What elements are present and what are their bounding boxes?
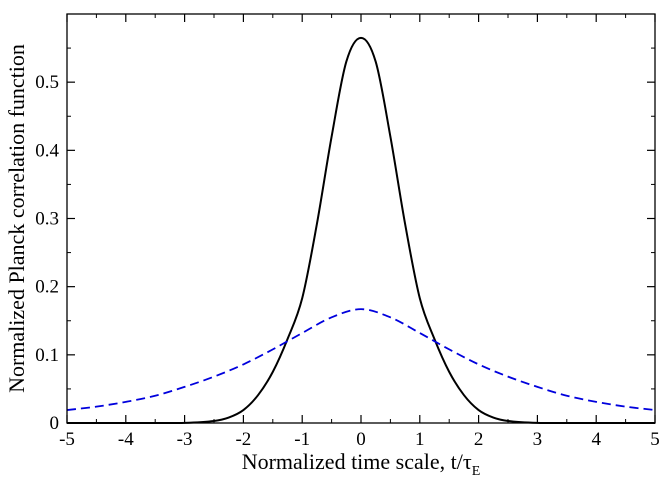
y-axis-ticks: 0 0.1 0.2 0.3 0.4 0.5 (35, 47, 655, 434)
x-axis-title-subscript: E (472, 464, 481, 479)
solid-series-line (67, 36, 655, 425)
series-layer (66, 36, 656, 425)
y-tick-label: 0.2 (35, 277, 59, 298)
x-tick-label: -2 (235, 429, 251, 450)
y-tick-label: 0 (50, 413, 60, 434)
y-axis-title: Normalized Planck correlation function (4, 44, 29, 393)
y-tick-label: 0.4 (35, 140, 59, 161)
x-axis-ticks: -5 -4 -3 -2 -1 0 1 2 3 4 5 (59, 14, 660, 450)
x-axis-title-main: Normalized time scale, t/τ (242, 449, 472, 474)
y-tick-label: 0.5 (35, 72, 59, 93)
x-tick-label: -3 (177, 429, 193, 450)
plot-frame (66, 13, 656, 424)
x-tick-label: 0 (356, 429, 366, 450)
x-tick-label: 5 (650, 429, 660, 450)
x-tick-label: 4 (591, 429, 601, 450)
x-tick-label: -5 (59, 429, 75, 450)
x-tick-label: -4 (118, 429, 134, 450)
x-tick-label: -1 (294, 429, 310, 450)
x-axis-title: Normalized time scale, t/τE (242, 449, 481, 479)
y-tick-label: 0.1 (35, 345, 59, 366)
x-tick-label: 3 (533, 429, 543, 450)
y-tick-label: 0.3 (35, 209, 59, 230)
x-tick-label: 1 (415, 429, 425, 450)
dashed-series-line (66, 308, 656, 411)
x-tick-label: 2 (474, 429, 484, 450)
